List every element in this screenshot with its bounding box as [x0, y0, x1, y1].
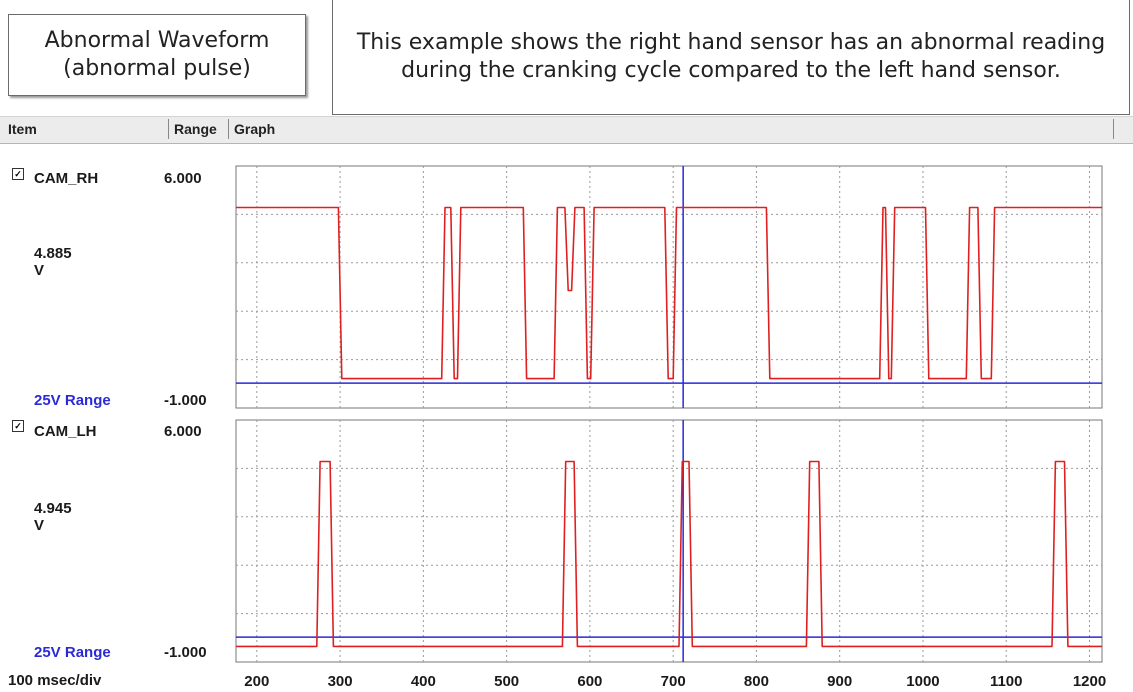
header-separator[interactable] — [228, 119, 229, 139]
waveform-trace-cam-rh — [236, 206, 1102, 380]
cam-lh-channel-name: CAM_LH — [34, 423, 97, 440]
x-tick-label: 800 — [744, 673, 769, 690]
x-tick-label: 200 — [244, 673, 269, 690]
x-tick-label: 300 — [328, 673, 353, 690]
column-header-bar: Item Range Graph — [0, 116, 1133, 144]
description-callout: This example shows the right hand sensor… — [332, 0, 1130, 115]
time-per-division: 100 msec/div — [8, 672, 102, 689]
plot-frame — [235, 419, 1103, 663]
x-tick-label: 1100 — [990, 673, 1023, 690]
cam-rh-value: 4.885 V — [34, 245, 72, 279]
header-separator[interactable] — [1113, 119, 1114, 139]
header-range[interactable]: Range — [174, 121, 217, 137]
cam-lh-ymin: -1.000 — [164, 644, 207, 661]
cam-lh-checkbox[interactable]: ✓ — [12, 420, 24, 432]
x-tick-label: 1000 — [906, 673, 939, 690]
cam-rh-channel-name: CAM_RH — [34, 170, 99, 187]
cam-rh-checkbox[interactable]: ✓ — [12, 168, 24, 180]
header-item[interactable]: Item — [8, 121, 37, 137]
description-text: This example shows the right hand sensor… — [356, 30, 1106, 83]
waveform-title: Abnormal Waveform (abnormal pulse) — [44, 28, 270, 81]
x-tick-label: 600 — [577, 673, 602, 690]
x-tick-label: 700 — [661, 673, 686, 690]
header-graph[interactable]: Graph — [234, 121, 276, 137]
header-separator[interactable] — [168, 119, 169, 139]
cam-rh-range[interactable]: 25V Range — [34, 392, 111, 409]
waveform-title-callout: Abnormal Waveform (abnormal pulse) — [8, 14, 306, 96]
x-tick-label: 400 — [411, 673, 436, 690]
cam-rh-ymin: -1.000 — [164, 392, 207, 409]
cam-lh-value: 4.945 V — [34, 500, 72, 534]
cam-rh-ymax: 6.000 — [164, 170, 202, 187]
x-tick-label: 1200 — [1073, 673, 1106, 690]
plot-frame — [235, 165, 1103, 409]
x-tick-label: 500 — [494, 673, 519, 690]
cam-lh-ymax: 6.000 — [164, 423, 202, 440]
x-tick-label: 900 — [827, 673, 852, 690]
waveform-trace-cam-lh — [236, 460, 1102, 648]
cam-lh-range[interactable]: 25V Range — [34, 644, 111, 661]
